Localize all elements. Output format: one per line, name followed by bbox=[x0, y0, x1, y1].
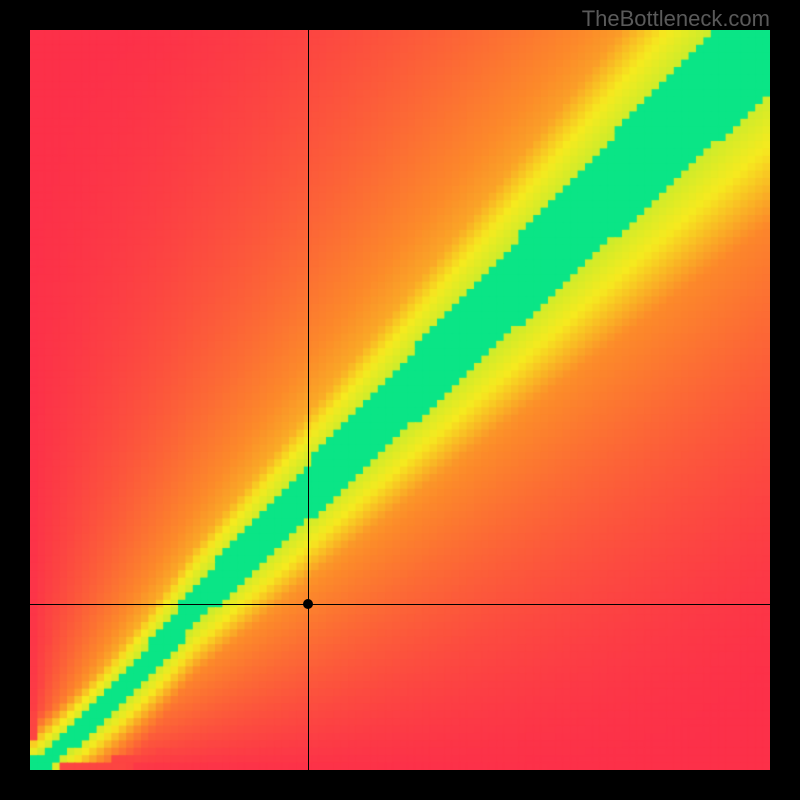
plot-area bbox=[30, 30, 770, 770]
crosshair-marker bbox=[303, 599, 313, 609]
crosshair-horizontal bbox=[30, 604, 770, 605]
chart-container: TheBottleneck.com bbox=[0, 0, 800, 800]
crosshair-vertical bbox=[308, 30, 309, 770]
watermark-text: TheBottleneck.com bbox=[582, 6, 770, 32]
heatmap-canvas bbox=[30, 30, 770, 770]
